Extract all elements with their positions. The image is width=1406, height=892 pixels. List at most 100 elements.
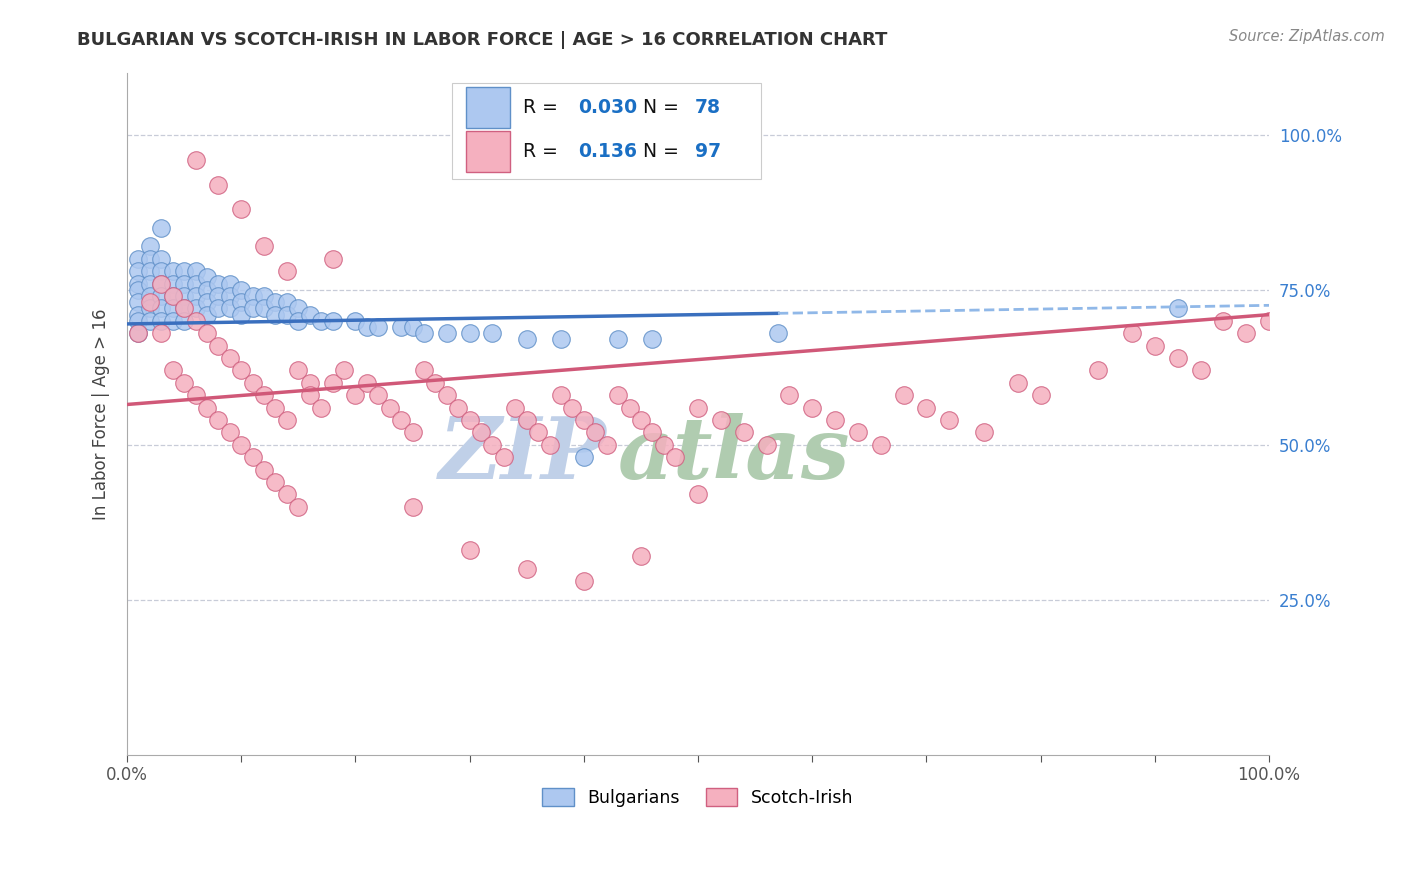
Point [162,314,184,328]
Point [973,425,995,440]
Point [150,314,173,328]
Point [801,401,824,415]
Text: atlas: atlas [619,413,851,497]
Point [162,301,184,316]
Point [287,301,309,316]
Text: ZIP: ZIP [439,413,606,497]
Bar [453,83,761,178]
Point [710,413,733,427]
Point [766,326,789,341]
Point [173,264,195,278]
Point [150,264,173,278]
Point [162,264,184,278]
Point [253,462,276,476]
Point [139,314,162,328]
Point [127,264,149,278]
Point [641,425,664,440]
Point [242,450,264,464]
Point [458,543,481,558]
Point [207,338,229,352]
Text: Source: ZipAtlas.com: Source: ZipAtlas.com [1229,29,1385,44]
Text: R =: R = [523,97,564,117]
Point [641,333,664,347]
Point [755,438,778,452]
Point [242,301,264,316]
Point [184,388,207,402]
Point [287,314,309,328]
Point [139,252,162,266]
Point [505,401,527,415]
Point [162,363,184,377]
Point [367,320,389,334]
Point [846,425,869,440]
Point [195,401,218,415]
Point [447,401,470,415]
Point [333,363,356,377]
Point [139,239,162,253]
Point [173,289,195,303]
Point [218,301,240,316]
Point [150,252,173,266]
Bar [467,131,509,172]
Point [436,388,458,402]
Y-axis label: In Labor Force | Age > 16: In Labor Force | Age > 16 [93,308,110,519]
Point [481,326,503,341]
Point [686,401,709,415]
Point [173,376,195,390]
Point [287,363,309,377]
Point [389,413,412,427]
Point [1189,363,1212,377]
Bar [467,87,509,128]
Point [1087,363,1109,377]
Point [298,308,321,322]
Point [207,413,229,427]
Text: 97: 97 [695,143,721,161]
Point [150,220,173,235]
Point [139,301,162,316]
Point [516,333,538,347]
Point [207,301,229,316]
Point [389,320,412,334]
Point [218,425,240,440]
Point [583,425,606,440]
Point [184,153,207,167]
Text: BULGARIAN VS SCOTCH-IRISH IN LABOR FORCE | AGE > 16 CORRELATION CHART: BULGARIAN VS SCOTCH-IRISH IN LABOR FORCE… [77,31,887,49]
Point [162,289,184,303]
Point [184,264,207,278]
Point [1007,376,1029,390]
Point [630,549,652,564]
Point [127,308,149,322]
Point [733,425,755,440]
Point [1258,314,1281,328]
Point [207,289,229,303]
Point [218,289,240,303]
Point [127,314,149,328]
Text: N =: N = [643,97,685,117]
Point [127,277,149,291]
Point [195,283,218,297]
Point [150,277,173,291]
Point [401,425,423,440]
Text: N =: N = [643,143,685,161]
Point [1029,388,1052,402]
Point [276,308,298,322]
Point [207,277,229,291]
Point [242,289,264,303]
Point [425,376,447,390]
Point [195,270,218,285]
Point [322,314,344,328]
Point [264,401,287,415]
Point [322,252,344,266]
Point [139,289,162,303]
Point [561,401,583,415]
Point [356,320,378,334]
Point [298,388,321,402]
Point [458,413,481,427]
Point [231,363,253,377]
Point [139,295,162,310]
Point [173,277,195,291]
Point [195,295,218,310]
Point [607,388,630,402]
Point [436,326,458,341]
Point [401,320,423,334]
